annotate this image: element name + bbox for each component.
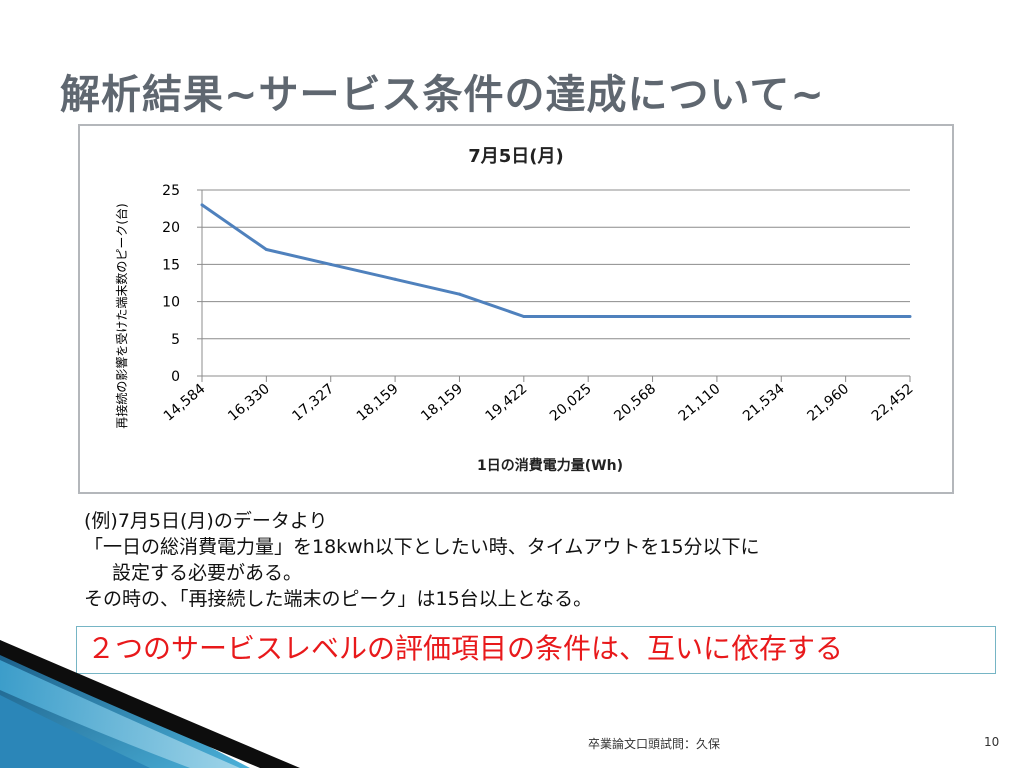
chart-title: 7月5日(月) (468, 146, 564, 167)
note-line: 「一日の総消費電力量」を18kwh以下としたい時、タイムアウトを15分以下に (84, 536, 760, 558)
x-tick-label: 20,025 (547, 381, 595, 425)
series-line (201, 203, 910, 318)
conclusion-box: ２つのサービスレベルの評価項目の条件は、互いに依存する (76, 626, 996, 674)
note-line: その時の、「再接続した端末のピーク」は15台以上となる。 (84, 588, 593, 610)
note-line: 設定する必要がある。 (112, 562, 303, 584)
y-tick-label: 20 (162, 220, 180, 236)
footer-text: 卒業論文口頭試問：久保 (588, 737, 721, 751)
x-tick-label: 16,330 (225, 381, 273, 425)
data-point (200, 203, 204, 207)
data-point (457, 292, 461, 296)
x-tick-label: 14,584 (161, 381, 209, 425)
line-chart: 7月5日(月) 再接続の影響を受けた端末数のピーク(台) 1日の消費電力量(Wh… (114, 146, 917, 474)
chart-container: 7月5日(月) 再接続の影響を受けた端末数のピーク(台) 1日の消費電力量(Wh… (78, 124, 954, 494)
x-tick-label: 21,110 (676, 381, 724, 425)
data-point (264, 248, 268, 252)
x-tick-label: 21,534 (740, 381, 788, 425)
data-point (715, 314, 719, 318)
y-tick-label: 5 (171, 332, 180, 348)
data-point (651, 314, 655, 318)
slide-title: 解析結果~サービス条件の達成について~ (60, 72, 825, 118)
data-point (779, 314, 783, 318)
y-tick-label: 15 (162, 257, 180, 273)
notes: (例)7月5日(月)のデータより 「一日の総消費電力量」を18kwh以下としたい… (84, 508, 760, 612)
x-tick-label: 18,159 (354, 381, 402, 425)
page-number: 10 (984, 735, 1000, 749)
x-tick-label: 18,159 (418, 381, 466, 425)
data-point (393, 277, 397, 281)
y-tick-label: 0 (171, 369, 180, 385)
y-axis-title: 再接続の影響を受けた端末数のピーク(台) (114, 203, 129, 428)
x-tick-label: 17,327 (289, 381, 337, 425)
data-point (522, 314, 526, 318)
data-point (844, 314, 848, 318)
x-tick-label: 20,568 (611, 381, 659, 425)
data-point (908, 314, 912, 318)
y-tick-label: 25 (162, 183, 180, 199)
x-tick-label: 22,452 (869, 381, 917, 425)
y-tick-label: 10 (162, 295, 180, 311)
data-point (329, 262, 333, 266)
x-axis-title: 1日の消費電力量(Wh) (477, 457, 623, 474)
data-point (586, 314, 590, 318)
decorative-ribbon (0, 640, 300, 768)
x-tick-label: 19,422 (483, 381, 531, 425)
note-line: (例)7月5日(月)のデータより (84, 510, 328, 532)
x-tick-label: 21,960 (804, 381, 852, 425)
